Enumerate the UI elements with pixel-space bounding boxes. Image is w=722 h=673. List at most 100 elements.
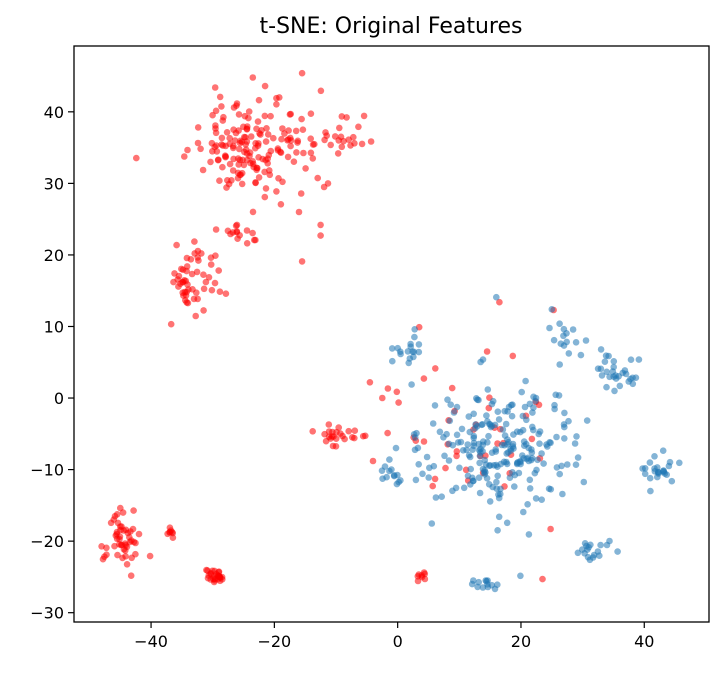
scatter-point [395,399,402,406]
scatter-point [255,174,263,181]
scatter-point [520,508,527,516]
scatter-point [245,108,253,115]
scatter-point [529,423,536,431]
scatter-point [470,410,478,418]
scatter-point [224,227,232,235]
scatter-point [556,320,563,328]
scatter-point [249,74,257,81]
scatter-point [470,434,478,442]
scatter-point [517,572,524,580]
scatter-point [611,387,618,395]
scatter-point [524,501,531,508]
scatter-point [475,440,483,448]
scatter-point [175,272,183,280]
scatter-point [492,446,500,453]
scatter-point [264,160,272,167]
scatter-point [322,437,330,445]
scatter-point [132,550,139,558]
scatter-point [525,531,533,538]
scatter-point [471,425,479,432]
scatter-point [392,444,400,452]
scatter-point [612,375,620,382]
scatter-point [255,154,262,161]
scatter-point [242,146,250,153]
scatter-point [475,578,483,586]
scatter-point [663,471,670,479]
scatter-point [597,365,605,373]
scatter-point [465,452,473,459]
scatter-point [243,138,251,145]
scatter-point [494,472,502,480]
scatter-point [300,149,307,157]
scatter-point [309,428,317,435]
y-tick-label: 30 [44,174,64,193]
scatter-point [210,578,218,586]
scatter-point [347,142,354,149]
scatter-point [287,142,294,150]
scatter-point [231,137,239,144]
scatter-point [412,476,420,484]
scatter-point [351,427,359,435]
axes-frame [73,45,710,623]
scatter-point [564,461,571,468]
scatter-point [470,577,477,584]
scatter-point [255,96,263,104]
scatter-point [194,247,202,255]
scatter-point [331,133,339,140]
scatter-point [457,438,465,446]
scatter-point [302,165,309,172]
scatter-point [213,570,220,578]
scatter-point [511,483,518,490]
scatter-point [123,561,131,568]
scatter-point [481,471,489,478]
scatter-point [238,180,246,188]
scatter-point [381,463,389,470]
scatter-point [430,462,438,470]
scatter-point [394,344,402,352]
scatter-point [414,577,422,585]
scatter-point [192,312,199,320]
scatter-point [503,519,511,527]
scatter-point [597,346,605,353]
scatter-point [411,326,419,333]
scatter-point [447,401,455,409]
scatter-point [558,462,565,470]
scatter-point [536,440,543,448]
scatter-point [329,442,337,450]
scatter-point [438,493,446,501]
scatter-point [556,361,563,368]
scatter-point [574,454,582,461]
scatter-point [113,528,121,536]
scatter-point [194,139,202,147]
scatter-point [101,553,108,560]
scatter-point [219,117,227,124]
scatter-point [243,240,251,247]
scatter-point [420,438,428,445]
scatter-point [464,441,472,448]
scatter-point [273,94,280,102]
scatter-point [194,295,201,303]
scatter-point [641,470,649,478]
scatter-point [122,526,130,534]
scatter-point [126,534,133,541]
scatter-point [641,465,649,472]
scatter-point [513,428,521,436]
y-tick-label: −20 [30,532,64,551]
scatter-point [495,494,503,502]
scatter-point [408,381,415,388]
scatter-point [261,168,268,176]
scatter-point [243,156,251,164]
scatter-point [130,538,138,546]
scatter-point [249,229,256,237]
scatter-point [432,365,439,372]
scatter-point [456,464,463,472]
scatter-point [273,188,280,195]
scatter-point [598,372,606,379]
scatter-point [509,469,516,476]
scatter-point [311,140,318,148]
scatter-point [614,548,621,555]
scatter-point [446,417,454,425]
scatter-point [409,348,416,356]
scatter-point [397,350,404,358]
